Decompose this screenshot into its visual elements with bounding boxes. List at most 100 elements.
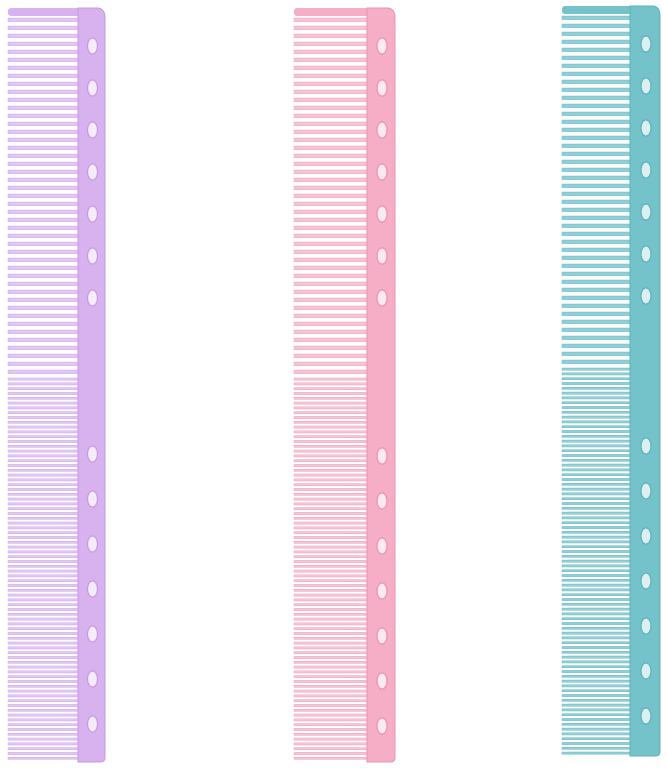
comb-tooth [7, 589, 81, 592]
comb-tooth [7, 493, 81, 496]
comb-tooth [561, 430, 633, 433]
comb-tooth [293, 241, 370, 246]
comb-tooth [7, 217, 81, 222]
comb-tooth [293, 718, 370, 722]
comb-tooth [7, 478, 81, 482]
comb-hole [640, 527, 652, 545]
comb-tooth [293, 742, 370, 746]
comb-tooth [7, 709, 81, 712]
comb-tooth [293, 305, 370, 310]
comb-tooth [293, 598, 370, 602]
comb-tooth [7, 598, 81, 602]
comb-tooth [7, 613, 81, 616]
comb-tooth [293, 521, 370, 525]
comb-tooth [561, 511, 633, 515]
comb-top-bar [8, 8, 84, 16]
comb-tooth [293, 49, 370, 54]
comb-hole [640, 119, 652, 137]
comb-tooth [293, 321, 370, 326]
comb-tooth [7, 497, 81, 501]
comb-hole [376, 121, 388, 139]
comb-tooth [293, 737, 370, 741]
comb-tooth [293, 329, 370, 334]
comb-tooth [7, 201, 81, 206]
comb-tooth [293, 97, 370, 102]
comb-tooth [293, 411, 370, 415]
comb-tooth [7, 565, 81, 568]
comb-tooth [7, 329, 81, 334]
comb-tooth [293, 440, 370, 443]
comb-tooth [293, 421, 370, 424]
comb-tooth [7, 225, 81, 230]
comb-tooth [7, 233, 81, 238]
comb-tooth [293, 297, 370, 302]
comb-tooth [293, 392, 370, 395]
comb-tooth [561, 263, 633, 268]
comb-tooth [561, 526, 633, 529]
comb-tooth [293, 665, 370, 669]
comb-hole [640, 572, 652, 590]
comb-tooth [293, 574, 370, 578]
comb-tooth [561, 367, 633, 371]
comb-tooth [7, 464, 81, 467]
comb-tooth [293, 497, 370, 501]
comb-tooth [293, 675, 370, 678]
comb-tooth [7, 694, 81, 698]
comb-tooth [293, 733, 370, 736]
comb-hole [640, 437, 652, 455]
comb-tooth [293, 193, 370, 198]
comb-tooth [7, 507, 81, 511]
comb-hole [640, 662, 652, 680]
comb-tooth [561, 207, 633, 212]
comb-tooth [293, 617, 370, 621]
comb-tooth [7, 656, 81, 659]
comb-tooth [7, 737, 81, 741]
comb [7, 7, 106, 763]
comb-tooth [561, 454, 633, 457]
comb-tooth [561, 737, 633, 740]
comb-tooth [293, 209, 370, 214]
comb-tooth [293, 217, 370, 222]
comb-tooth [293, 579, 370, 582]
comb-tooth [293, 469, 370, 472]
comb-tooth [293, 565, 370, 568]
comb-tooth [561, 622, 633, 625]
comb-tooth [293, 478, 370, 482]
comb-tooth [293, 454, 370, 458]
comb-hole [640, 245, 652, 263]
comb-tooth [561, 287, 633, 292]
comb-tooth [7, 574, 81, 578]
comb-tooth [7, 305, 81, 310]
comb-tooth [561, 699, 633, 702]
comb-tooth [293, 25, 370, 30]
comb-tooth [293, 449, 370, 453]
comb-tooth [561, 646, 633, 649]
comb-hole [86, 121, 99, 139]
comb-hole [376, 492, 388, 510]
comb-tooth [561, 732, 633, 736]
comb-hole [86, 580, 99, 598]
comb-tooth [293, 33, 370, 38]
comb-tooth [293, 249, 370, 254]
comb-tooth [293, 397, 370, 400]
comb-tooth [293, 723, 370, 726]
comb-hole [640, 287, 652, 305]
comb-tooth [293, 517, 370, 520]
comb-tooth [561, 15, 633, 20]
comb-tooth [293, 507, 370, 511]
comb-tooth [293, 113, 370, 118]
comb-tooth [561, 559, 633, 563]
comb-tooth [7, 526, 81, 530]
comb-tooth [7, 517, 81, 520]
comb-hole [376, 289, 388, 307]
comb-tooth [293, 145, 370, 150]
comb-tooth [561, 159, 633, 164]
comb-tooth [561, 31, 633, 36]
comb-tooth [7, 742, 81, 746]
comb-tooth [293, 555, 370, 558]
comb-hole [376, 205, 388, 223]
comb-tooth [7, 569, 81, 573]
comb-tooth [561, 47, 633, 52]
comb-tooth [7, 449, 81, 453]
comb-tooth [293, 493, 370, 496]
